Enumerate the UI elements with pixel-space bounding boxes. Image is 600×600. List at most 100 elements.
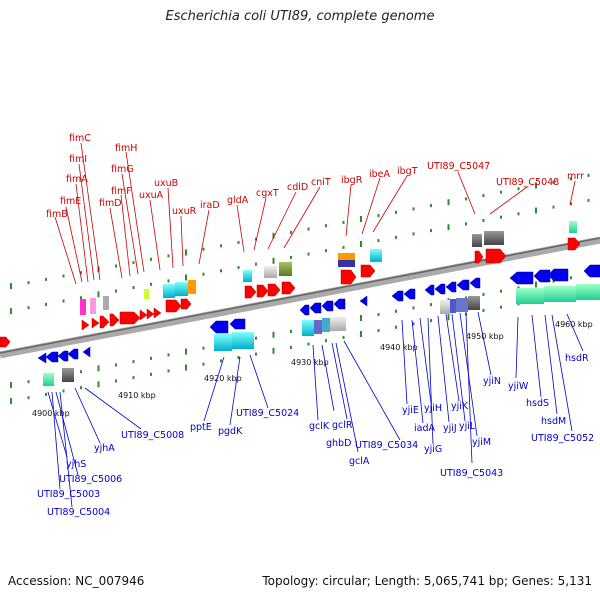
tick-dot (62, 274, 65, 278)
tick-dot (535, 207, 537, 214)
tick-dot (10, 398, 12, 405)
tick-dot (552, 279, 555, 283)
gene-label-reverse: yjiW (508, 381, 529, 392)
gene-label-reverse: UTI89_C5003 (37, 489, 100, 500)
tick-dot (570, 276, 572, 280)
tick-dot (395, 210, 397, 214)
tick-dot (10, 283, 12, 290)
gene-label-reverse: gclK (309, 421, 330, 432)
gene-label-forward: uxuR (172, 206, 197, 217)
gene-arrow (82, 346, 91, 358)
tick-dot (27, 306, 30, 310)
tick-dot (272, 331, 275, 338)
tick-dot (342, 220, 345, 224)
tick-dot (570, 202, 572, 206)
tick-dot (115, 289, 117, 293)
tick-marks (10, 173, 590, 405)
gene-arrow (456, 279, 470, 291)
tick-dot (290, 230, 292, 234)
feature-box (472, 234, 482, 247)
tick-dot (272, 347, 275, 354)
gene-label-forward: fimA (66, 174, 88, 185)
tick-dot (395, 309, 397, 313)
feature-box (163, 284, 175, 298)
tick-dot (132, 261, 135, 265)
tick-dot (570, 177, 572, 181)
gene-label-reverse: yjiK (451, 401, 469, 412)
feature-box (302, 320, 314, 336)
gene-arrow (321, 300, 334, 312)
tick-dot (430, 229, 432, 233)
feature-box (440, 300, 450, 314)
tick-dot (430, 303, 432, 307)
gene-label-reverse: pptE (190, 422, 212, 433)
gene-arrow (0, 336, 11, 348)
gene-label-forward: cdlD (287, 182, 308, 193)
tick-dot (237, 266, 240, 269)
tick-dot (62, 389, 65, 393)
gene-label-reverse: UTI89_C5034 (355, 440, 418, 451)
feature-box (214, 334, 232, 351)
feature-box (576, 284, 600, 300)
gene-arrow (109, 313, 120, 327)
tick-dot (45, 277, 47, 281)
tick-dot (80, 271, 82, 275)
feature-box (338, 260, 355, 267)
tick-dot (395, 325, 397, 329)
tick-label: 4930 kbp (291, 358, 329, 367)
gene-label-reverse: pgdK (218, 426, 243, 437)
gene-label-forward: fimH (115, 143, 137, 154)
tick-dot (255, 262, 257, 266)
tick-dot (290, 345, 292, 349)
tick-dot (447, 314, 450, 321)
tick-dot (202, 362, 205, 366)
tick-dot (517, 212, 520, 216)
feature-box (544, 286, 576, 302)
reverse-features (43, 284, 600, 386)
tick-dot (62, 299, 65, 303)
gene-label-forward: fimE (60, 196, 81, 207)
gene-arrow (567, 237, 581, 251)
feature-box (144, 289, 149, 299)
tick-dot (500, 305, 502, 309)
tick-dot (412, 306, 415, 310)
tick-dot (377, 239, 380, 243)
gene-arrow (165, 299, 182, 313)
genome-backbone-edge (0, 237, 600, 354)
tick-dot (167, 353, 170, 357)
gene-label-reverse: hsdM (541, 416, 566, 427)
tick-dot (272, 232, 275, 239)
tick-dot (517, 187, 520, 191)
tick-dot (395, 235, 397, 239)
gene-arrow (57, 350, 69, 362)
tick-dot (500, 289, 502, 293)
gene-arrow (67, 348, 79, 360)
gene-label-reverse: hsdS (526, 398, 549, 409)
gene-arrow (99, 315, 110, 329)
tick-dot (132, 360, 135, 364)
genome-backbone (0, 236, 600, 359)
topology-text: Topology: circular; Length: 5,065,741 bp… (262, 574, 592, 588)
gene-arrow (391, 290, 404, 302)
gene-label-forward: fimF (111, 186, 132, 197)
gene-label-reverse: yjiE (402, 405, 419, 416)
tick-dot (535, 281, 537, 288)
tick-dot (27, 380, 30, 384)
gene-label-reverse: gclR (332, 420, 353, 431)
gene-label-reverse: yjhA (94, 443, 115, 454)
gene-label-reverse: UTI89_C5024 (236, 408, 299, 419)
tick-dot (220, 269, 222, 273)
tick-dot (132, 376, 135, 380)
gene-label-reverse: iadA (414, 423, 435, 434)
tick-dot (307, 252, 310, 256)
gene-arrow (445, 281, 457, 293)
tick-dot (185, 348, 187, 355)
tick-dot (272, 257, 275, 264)
feature-box (279, 262, 292, 276)
gene-arrow (91, 317, 100, 329)
gene-label-reverse: hsdR (565, 353, 589, 364)
gene-label-forward: fimB (46, 209, 68, 220)
tick-dot (45, 302, 47, 306)
accession-text: Accession: NC_007946 (8, 574, 145, 588)
tick-dot (500, 190, 502, 194)
